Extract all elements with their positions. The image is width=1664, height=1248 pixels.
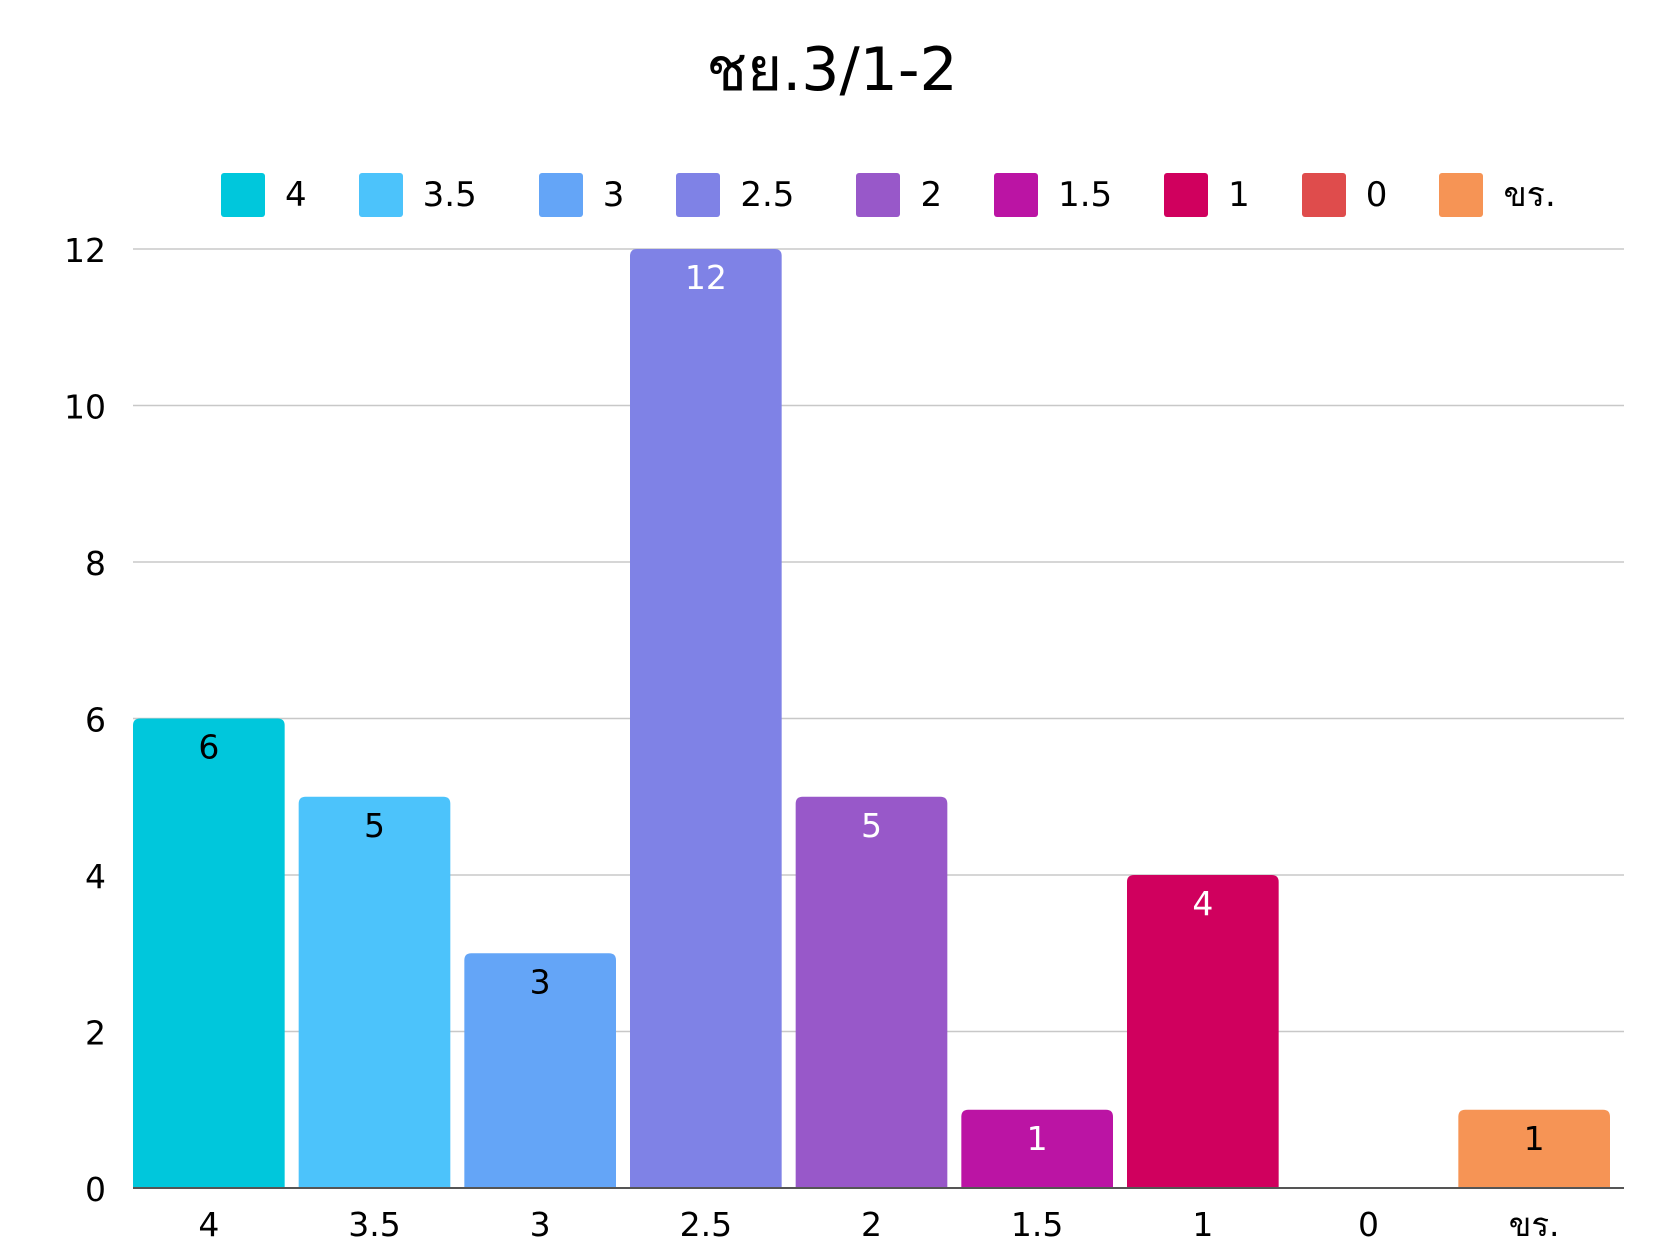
bar[interactable]: [630, 249, 782, 1188]
bar[interactable]: [464, 953, 616, 1188]
legend-swatch: [1439, 173, 1484, 217]
legend-label: 4: [285, 175, 307, 215]
y-tick-label: 4: [85, 857, 106, 896]
x-tick-label: 4: [198, 1205, 219, 1244]
legend-swatch: [856, 173, 901, 217]
legend-swatch: [358, 173, 403, 217]
legend-swatch: [538, 173, 583, 217]
x-tick-label: 0: [1358, 1205, 1379, 1244]
bar-value-label: 6: [198, 728, 219, 767]
legend-item: ขร.: [1439, 173, 1556, 217]
bar-value-label: 5: [861, 806, 882, 845]
legend-swatch: [994, 173, 1039, 217]
x-tick-label: 2: [861, 1205, 882, 1244]
x-tick-label: 3.5: [348, 1205, 400, 1244]
bar[interactable]: [795, 796, 948, 1188]
bar-value-label: 1: [1027, 1119, 1048, 1158]
legend-item: 2.5: [676, 173, 794, 217]
y-tick-label: 0: [85, 1170, 106, 1209]
bar[interactable]: [133, 718, 285, 1189]
y-tick-label: 12: [64, 231, 106, 270]
legend-swatch: [676, 173, 721, 217]
legend-swatch: [221, 173, 265, 217]
x-tick-label: ขร.: [1509, 1205, 1560, 1244]
legend-item: 1.5: [994, 173, 1112, 217]
bar[interactable]: [961, 1109, 1113, 1188]
y-tick-label: 10: [64, 388, 106, 427]
legend-item: 4: [221, 173, 307, 217]
bar-value-label: 4: [1192, 884, 1213, 923]
legend-label: 2: [920, 175, 943, 215]
legend-label: 1.5: [1058, 175, 1113, 215]
chart-title: ชย.3/1-2: [706, 35, 958, 105]
legend-item: 1: [1164, 173, 1250, 217]
legend-label: ขร.: [1503, 175, 1556, 215]
legend-item: 2: [856, 173, 942, 217]
legend-label: 2.5: [740, 175, 795, 215]
bar[interactable]: [298, 796, 451, 1188]
legend-label: 3.5: [422, 175, 477, 215]
legend-swatch: [1164, 173, 1209, 217]
legend-label: 3: [602, 175, 625, 215]
bar-value-label: 3: [530, 962, 551, 1001]
y-tick-label: 8: [85, 544, 106, 583]
x-tick-label: 1.5: [1011, 1205, 1063, 1244]
legend: 4 3.5 3 2.5 2 1.5 1 0 ขร.: [221, 172, 1556, 218]
legend-label: 0: [1365, 175, 1388, 215]
legend-swatch: [1301, 173, 1346, 217]
bar-value-label: 12: [685, 258, 727, 297]
legend-item: 3: [538, 173, 625, 217]
y-tick-label: 6: [85, 701, 106, 740]
x-tick-label: 3: [530, 1205, 551, 1244]
bar[interactable]: [1458, 1109, 1610, 1188]
y-tick-label: 2: [85, 1014, 106, 1053]
legend-item: 0: [1301, 173, 1388, 217]
x-tick-label: 1: [1192, 1205, 1213, 1244]
bar[interactable]: [1127, 875, 1279, 1188]
bar-value-label: 1: [1524, 1119, 1545, 1158]
bar-value-label: 5: [364, 806, 385, 845]
legend-item: 3.5: [358, 173, 477, 217]
legend-label: 1: [1228, 175, 1250, 215]
x-tick-label: 2.5: [680, 1205, 732, 1244]
